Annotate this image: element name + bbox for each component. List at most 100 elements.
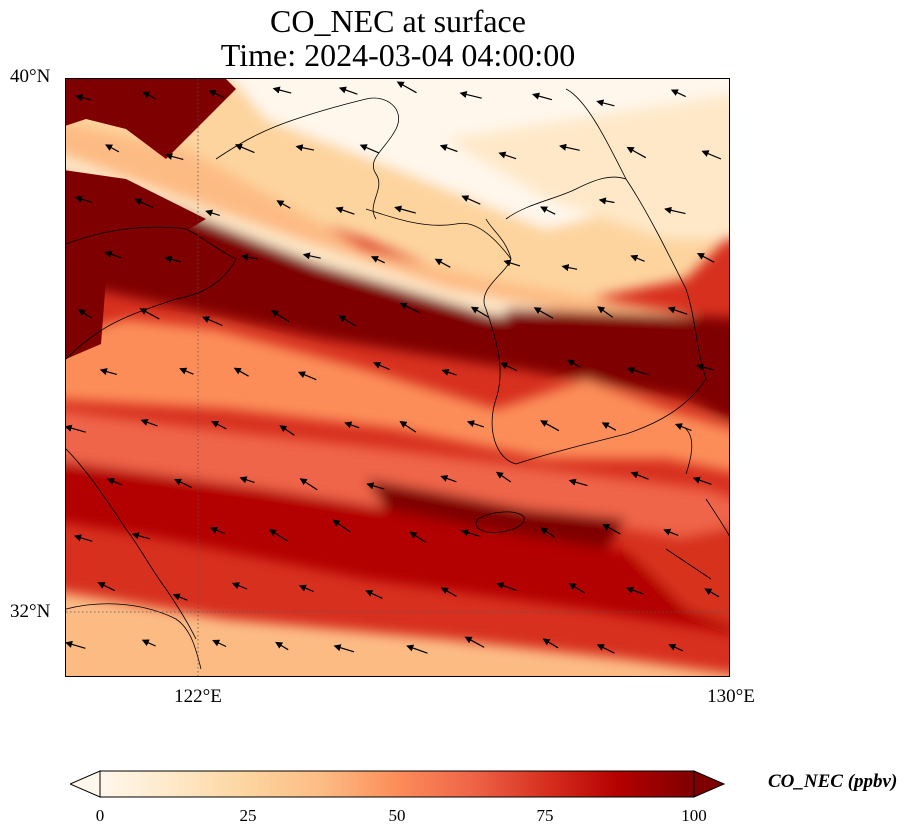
wind-arrow — [440, 587, 457, 597]
wind-arrow — [139, 308, 160, 320]
coastline-yangtze-mouth — [66, 448, 202, 670]
wind-arrow — [297, 371, 317, 381]
coastlines — [66, 88, 729, 670]
wind-arrow — [434, 258, 451, 268]
wind-arrow — [302, 252, 321, 260]
wind-arrow — [104, 250, 122, 259]
wind-arrow — [165, 152, 184, 160]
wind-arrow — [234, 143, 255, 154]
wind-arrow — [298, 584, 314, 593]
wind-arrow — [208, 90, 225, 99]
wind-arrow — [142, 91, 157, 100]
wind-arrow — [495, 471, 512, 483]
wind-arrow — [601, 422, 617, 431]
coastline-liaoning — [215, 97, 399, 220]
wind-arrow — [670, 89, 686, 98]
wind-arrow — [396, 81, 417, 94]
wind-arrow — [179, 367, 194, 375]
wind-arrow — [332, 519, 351, 533]
wind-arrow — [399, 302, 421, 314]
colorbar-extend-low — [70, 770, 101, 798]
wind-arrow — [441, 368, 457, 376]
wind-arrow — [77, 309, 92, 319]
colorbar-tick-0: 0 — [95, 806, 105, 825]
wind-arrow — [140, 418, 158, 427]
colorbar-tick-100: 100 — [681, 806, 707, 825]
colorbar-label: CO_NEC (ppbv) — [768, 771, 898, 792]
wind-arrow — [209, 526, 225, 534]
field-layers — [66, 79, 729, 676]
wind-arrow — [279, 425, 295, 436]
wind-arrow — [141, 639, 156, 647]
wind-arrow — [99, 368, 117, 376]
wind-arrow — [201, 316, 223, 327]
wind-arrow — [399, 420, 417, 433]
wind-arrow — [74, 195, 92, 203]
wind-arrow — [567, 359, 581, 368]
wind-arrow — [498, 151, 517, 160]
wind-arrow — [338, 315, 356, 327]
wind-arrow — [373, 361, 390, 371]
wind-arrow — [394, 205, 416, 214]
wind-arrow — [701, 150, 722, 160]
wind-arrow — [459, 91, 482, 99]
wind-arrow — [409, 531, 427, 544]
coastline-shandong — [66, 226, 237, 360]
wind-arrow — [134, 198, 154, 209]
colorbar — [70, 770, 726, 798]
lat-tick-40n: 40°N — [10, 66, 51, 87]
wind-arrow — [540, 420, 560, 432]
wind-arrow — [625, 586, 644, 595]
coastline-korea — [483, 88, 707, 465]
wind-arrow — [295, 144, 315, 152]
wind-arrow — [212, 639, 227, 648]
wind-arrow — [97, 582, 116, 592]
wind-arrow — [73, 534, 93, 542]
wind-arrow — [365, 590, 383, 599]
wind-arrow — [270, 310, 290, 323]
wind-arrow — [664, 206, 686, 215]
wind-arrow — [131, 532, 151, 540]
wind-arrow — [66, 424, 86, 433]
wind-arrow — [460, 529, 481, 537]
wind-arrow — [696, 253, 715, 263]
wind-arrow — [500, 362, 518, 372]
wind-arrow — [233, 367, 249, 377]
colorbar-tick-25: 25 — [239, 806, 257, 825]
lat-tick-32n: 32°N — [10, 601, 51, 622]
colorbar-tick-75: 75 — [536, 806, 554, 825]
wind-arrow — [602, 523, 621, 535]
wind-arrow — [542, 638, 559, 649]
lon-tick-130e: 130°E — [707, 686, 755, 707]
wind-arrow — [439, 144, 458, 153]
wind-arrow — [704, 588, 720, 598]
wind-arrow — [370, 256, 385, 264]
wind-arrow — [359, 144, 379, 154]
wind-arrow — [696, 363, 714, 371]
wind-arrow — [568, 478, 588, 487]
wind-arrow — [470, 306, 490, 319]
wind-arrow — [275, 641, 289, 651]
wind-arrow — [692, 476, 712, 485]
coastline-japan — [665, 428, 729, 580]
wind-arrow — [239, 476, 255, 484]
wind-arrow — [596, 644, 615, 654]
concentration-field — [66, 79, 729, 676]
map-title: CO_NEC at surface Time: 2024-03-04 04:00… — [66, 4, 730, 72]
title-line-1: CO_NEC at surface — [270, 3, 526, 39]
wind-arrow — [66, 640, 86, 649]
wind-arrow — [667, 306, 688, 315]
wind-arrow — [540, 527, 556, 538]
wind-arrow — [533, 307, 554, 319]
wind-arrow — [205, 209, 220, 217]
wind-arrow — [106, 478, 123, 486]
wind-arrow — [172, 593, 188, 601]
wind-arrow — [366, 482, 385, 490]
wind-arrow — [466, 420, 485, 428]
lon-tick-122e: 122°E — [174, 686, 222, 707]
wind-arrow — [540, 206, 556, 215]
wind-arrow — [561, 264, 578, 272]
wind-arrow — [240, 253, 258, 261]
wind-arrow — [598, 197, 615, 205]
wind-arrow — [532, 92, 553, 101]
